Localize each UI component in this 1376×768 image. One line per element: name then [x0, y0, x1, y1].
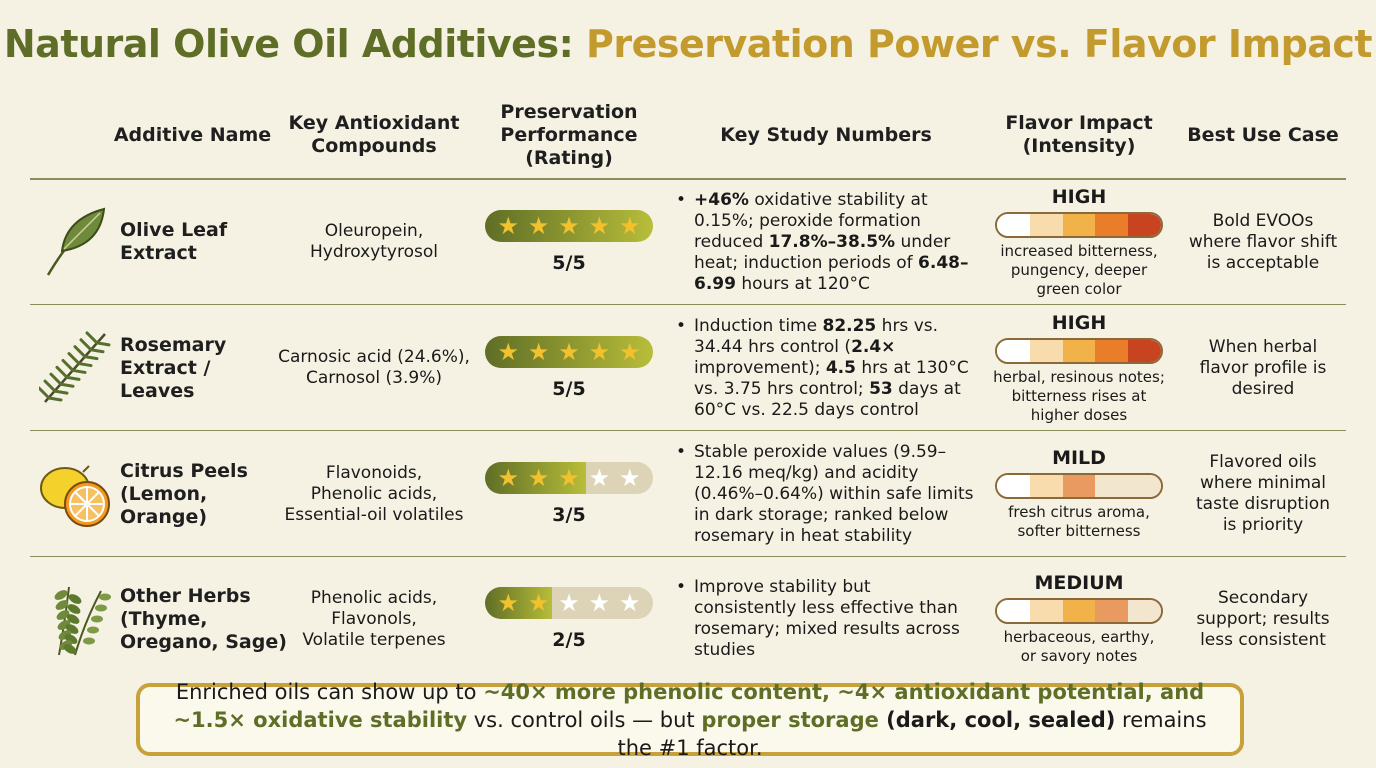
star-icon: ★ [619, 464, 641, 492]
star-rating: ★ ★ ★ ★ ★ [485, 336, 653, 368]
star-icon: ★ [588, 212, 611, 240]
divider [30, 556, 1346, 557]
flavor-impact: MEDIUM herbaceous, earthy, or savory note… [990, 558, 1168, 680]
flavor-level: HIGH [1051, 185, 1107, 208]
key-study-numbers: +46% oxidative stability at 0.15%; perox… [676, 180, 976, 304]
flavor-level: HIGH [1051, 311, 1107, 334]
header-best-use: Best Use Case [1187, 123, 1339, 146]
footer-note-text: Enriched oils can show up to ~40× more p… [173, 679, 1207, 760]
flavor-impact: MILD fresh citrus aroma, softer bitternes… [990, 432, 1168, 556]
rating-value: 3/5 [552, 504, 586, 526]
title-part1: Natural Olive Oil Additives: [3, 22, 574, 66]
rating-value: 5/5 [552, 378, 586, 400]
table-row-citrus: Citrus Peels (Lemon, Orange) Flavonoids, … [0, 432, 1376, 556]
citrus-icon [30, 432, 120, 556]
flavor-description: fresh citrus aroma, softer bitterness [1008, 503, 1150, 540]
best-use-case: Flavored oils where minimal taste disrup… [1196, 452, 1330, 535]
star-icon: ★ [619, 589, 641, 617]
key-study-numbers: Stable peroxide values (9.59–12.16 meq/k… [676, 432, 976, 556]
star-icon: ★ [558, 338, 580, 366]
additive-name: Olive Leaf Extract [120, 219, 228, 264]
star-icon: ★ [527, 212, 550, 240]
table-row-other-herbs: Other Herbs (Thyme, Oregano, Sage) Phenol… [0, 558, 1376, 680]
star-icon: ★ [588, 589, 611, 617]
rating-value: 5/5 [552, 252, 586, 274]
additive-name: Other Herbs (Thyme, Oregano, Sage) [120, 584, 287, 653]
best-use-case: Bold EVOOs where flavor shift is accepta… [1188, 210, 1338, 273]
star-icon: ★ [558, 464, 580, 492]
antioxidant-compounds: Phenolic acids, Flavonols, Volatile terp… [302, 587, 446, 650]
star-icon: ★ [497, 212, 519, 240]
header-performance: Preservation Performance (Rating) [500, 100, 638, 169]
table-row-olive-leaf: Olive Leaf Extract Oleuropein, Hydroxytyr… [0, 180, 1376, 304]
flavor-level: MEDIUM [1034, 572, 1124, 594]
antioxidant-compounds: Flavonoids, Phenolic acids, Essential-oi… [284, 462, 464, 525]
divider [30, 304, 1346, 305]
flavor-intensity-bar [995, 598, 1163, 624]
study-bullet: Stable peroxide values (9.59–12.16 meq/k… [676, 442, 976, 547]
key-study-numbers: Improve stability but consistently less … [676, 558, 976, 680]
header-flavor: Flavor Impact (Intensity) [1005, 112, 1153, 157]
preservation-rating: ★ ★ ★ ★ ★ 2/5 [480, 558, 658, 680]
star-icon: ★ [497, 589, 519, 617]
flavor-impact: HIGH herbal, resinous notes; bitterness r… [990, 306, 1168, 430]
star-icon: ★ [497, 464, 519, 492]
divider [30, 178, 1346, 180]
flavor-impact: HIGH increased bitterness, pungency, deep… [990, 180, 1168, 304]
flavor-description: herbal, resinous notes; bitterness rises… [993, 367, 1165, 424]
additive-name: Rosemary Extract / Leaves [120, 333, 227, 402]
star-rating: ★ ★ ★ ★ ★ [485, 210, 653, 242]
header-additive-name: Additive Name [113, 123, 272, 146]
key-study-numbers: Induction time 82.25 hrs vs. 34.44 hrs c… [676, 306, 976, 430]
antioxidant-compounds: Oleuropein, Hydroxytyrosol [310, 221, 438, 262]
preservation-rating: ★ ★ ★ ★ ★ 3/5 [480, 432, 658, 556]
rating-value: 2/5 [552, 629, 586, 651]
antioxidant-compounds: Carnosic acid (24.6%), Carnosol (3.9%) [278, 347, 470, 388]
flavor-intensity-bar [995, 473, 1163, 499]
footer-note: Enriched oils can show up to ~40× more p… [136, 680, 1244, 760]
rosemary-icon [30, 306, 120, 430]
best-use-case: Secondary support; results less consiste… [1196, 587, 1330, 650]
flavor-intensity-bar [995, 337, 1163, 364]
preservation-rating: ★ ★ ★ ★ ★ 5/5 [480, 306, 658, 430]
study-bullet: Induction time 82.25 hrs vs. 34.44 hrs c… [676, 316, 976, 421]
header-study: Key Study Numbers [720, 123, 932, 146]
star-rating: ★ ★ ★ ★ ★ [485, 587, 653, 619]
additive-name: Citrus Peels (Lemon, Orange) [120, 459, 248, 528]
flavor-level: MILD [1052, 447, 1106, 469]
star-icon: ★ [558, 589, 580, 617]
best-use-case: When herbal flavor profile is desired [1199, 336, 1327, 399]
preservation-rating: ★ ★ ★ ★ ★ 5/5 [480, 180, 658, 304]
title-part2: Preservation Power vs. Flavor Impact [586, 22, 1373, 66]
page-title: Natural Olive Oil Additives: Preservatio… [0, 22, 1376, 66]
star-icon: ★ [558, 212, 580, 240]
flavor-intensity-bar [995, 211, 1163, 238]
flavor-description: herbaceous, earthy, or savory notes [1003, 628, 1155, 665]
star-icon: ★ [527, 464, 550, 492]
olive-leaf-icon [30, 180, 120, 304]
star-icon: ★ [527, 589, 550, 617]
star-icon: ★ [527, 338, 550, 366]
star-icon: ★ [619, 338, 641, 366]
flavor-description: increased bitterness, pungency, deeper g… [1000, 241, 1158, 298]
star-icon: ★ [588, 338, 611, 366]
star-icon: ★ [497, 338, 519, 366]
study-bullet: Improve stability but consistently less … [676, 577, 976, 661]
herbs-icon [30, 558, 120, 680]
star-icon: ★ [619, 212, 641, 240]
study-bullet: +46% oxidative stability at 0.15%; perox… [676, 190, 976, 295]
table-row-rosemary: Rosemary Extract / Leaves Carnosic acid (… [0, 306, 1376, 430]
header-compounds: Key Antioxidant Compounds [288, 112, 460, 157]
star-icon: ★ [588, 464, 611, 492]
star-rating: ★ ★ ★ ★ ★ [485, 462, 653, 494]
divider [30, 430, 1346, 431]
